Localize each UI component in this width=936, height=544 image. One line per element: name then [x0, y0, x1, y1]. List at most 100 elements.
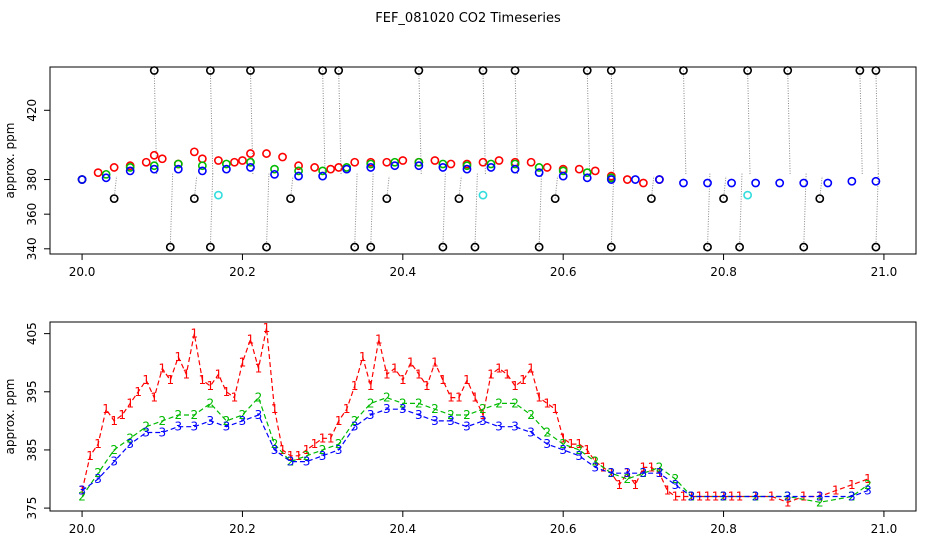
point-label-red: 1: [583, 443, 591, 457]
point-label-red: 1: [150, 391, 158, 405]
point-red: [213, 156, 223, 165]
point-label-green: 2: [543, 425, 551, 439]
point-label-blue: 3: [303, 455, 311, 469]
point-label-blue: 3: [640, 466, 648, 480]
point-blue: [630, 175, 640, 184]
point-blue: [222, 164, 231, 174]
point-black: [350, 242, 360, 252]
point-green: [173, 159, 183, 169]
point-label-green: 2: [447, 408, 455, 422]
point-label-red: 1: [431, 356, 439, 370]
point-blue: [510, 164, 520, 174]
point-label-red: 1: [295, 449, 303, 463]
point-label-red: 1: [559, 431, 567, 445]
x-tick-label: 20.2: [229, 522, 256, 536]
point-cyan: [478, 190, 488, 200]
outlier-spike-line: [266, 172, 270, 248]
point-blue: [703, 178, 712, 188]
point-label-blue: 3: [142, 425, 150, 439]
point-green: [197, 161, 207, 171]
point-blue: [486, 163, 496, 172]
point-label-red: 1: [471, 391, 479, 405]
point-black: [871, 242, 881, 252]
outlier-spike-line: [682, 70, 687, 175]
point-label-red: 1: [94, 437, 102, 451]
point-label-red: 1: [680, 489, 688, 503]
x-tick-label: 20.8: [710, 522, 737, 536]
point-label-red: 1: [487, 367, 495, 381]
point-label-blue: 3: [335, 443, 343, 457]
outlier-spike-line: [739, 172, 743, 248]
point-red: [526, 157, 536, 167]
x-tick-label: 20.2: [229, 265, 256, 279]
point-label-green: 2: [415, 396, 423, 410]
point-label-red: 1: [215, 367, 223, 381]
point-label-green: 2: [575, 443, 583, 457]
point-label-green: 2: [191, 408, 199, 422]
point-label-red: 1: [383, 367, 391, 381]
point-label-red: 1: [223, 385, 231, 399]
point-blue: [101, 173, 111, 183]
point-label-blue: 3: [527, 425, 535, 439]
point-label-blue: 3: [463, 420, 471, 434]
y-tick-label: 340: [25, 237, 39, 260]
point-label-blue: 3: [431, 414, 439, 428]
point-red: [622, 175, 632, 184]
point-label-green: 2: [223, 414, 231, 428]
x-tick-label: 20.4: [389, 265, 416, 279]
point-label-red: 1: [519, 373, 527, 387]
point-label-red: 1: [463, 373, 471, 387]
point-black: [646, 194, 656, 203]
point-label-green: 2: [110, 443, 118, 457]
point-green: [294, 166, 303, 176]
point-label-blue: 3: [271, 443, 279, 457]
point-label-red: 1: [864, 472, 872, 486]
outlier-spike-line: [859, 70, 863, 175]
point-label-blue: 3: [207, 414, 215, 428]
point-label-red: 1: [511, 379, 519, 393]
point-green: [558, 166, 568, 176]
point-label-red: 1: [126, 396, 134, 410]
point-blue: [655, 175, 664, 184]
point-label-green: 2: [367, 396, 375, 410]
point-blue: [751, 178, 761, 188]
point-label-blue: 3: [351, 420, 359, 434]
point-label-green: 2: [239, 408, 247, 422]
point-black: [366, 242, 376, 252]
point-blue: [775, 178, 785, 188]
point-label-green: 2: [559, 437, 567, 451]
point-black: [783, 66, 793, 75]
point-label-green: 2: [126, 431, 134, 445]
point-blue: [270, 169, 279, 179]
point-label-red: 1: [174, 350, 182, 364]
point-black: [286, 194, 295, 203]
point-red: [494, 156, 504, 165]
point-green: [101, 169, 111, 179]
point-label-red: 1: [375, 332, 383, 346]
point-label-red: 1: [319, 431, 327, 445]
point-blue: [414, 161, 424, 171]
point-label-blue: 3: [575, 449, 583, 463]
outlier-spike-line: [209, 172, 214, 248]
point-label-green: 2: [495, 396, 503, 410]
point-black: [246, 66, 255, 75]
point-label-red: 1: [102, 402, 110, 416]
point-red: [157, 154, 167, 164]
point-label-red: 1: [279, 443, 287, 457]
point-label-green: 2: [351, 414, 359, 428]
point-label-red: 1: [495, 362, 503, 376]
point-green: [462, 161, 472, 171]
point-green: [582, 168, 592, 178]
point-label-red: 1: [527, 362, 535, 376]
outlier-spike-line: [322, 70, 326, 175]
point-green: [270, 164, 279, 174]
point-label-red: 1: [359, 350, 367, 364]
point-black: [165, 242, 175, 252]
point-label-green: 2: [271, 437, 279, 451]
point-label-red: 1: [367, 379, 375, 393]
outlier-spike-line: [354, 172, 358, 248]
point-label-blue: 3: [624, 466, 632, 480]
point-label-red: 1: [615, 478, 623, 492]
point-green: [222, 159, 231, 169]
